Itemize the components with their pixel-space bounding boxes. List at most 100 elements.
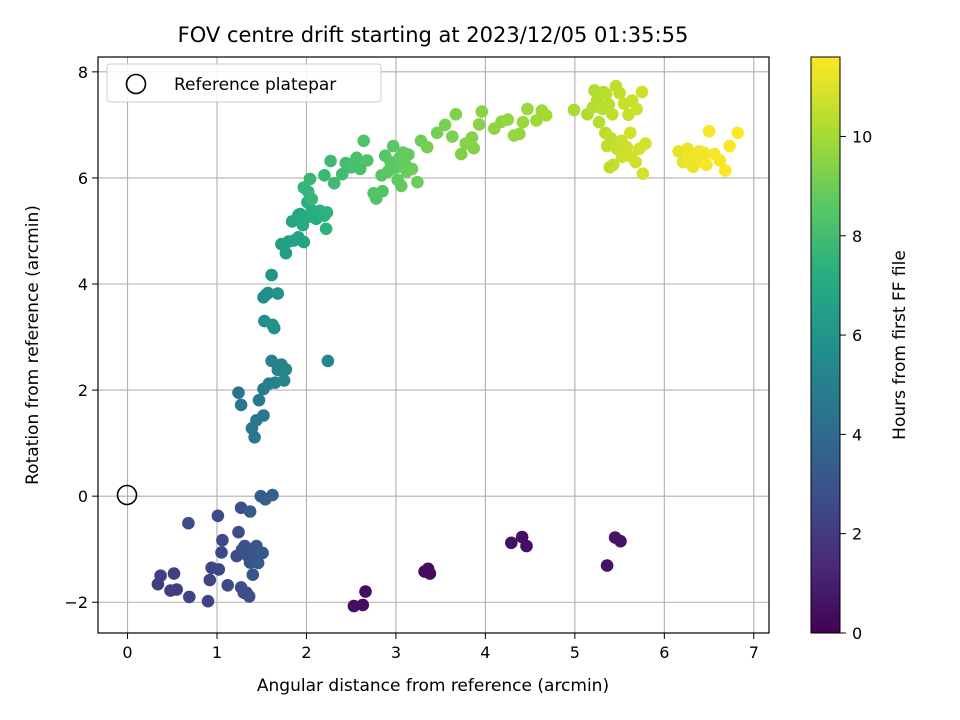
data-point	[520, 539, 533, 553]
data-point	[465, 131, 479, 144]
data-point	[335, 167, 349, 181]
x-axis-label: Angular distance from reference (arcmin)	[257, 676, 609, 696]
data-point	[271, 287, 285, 300]
colorbar-ticks: 0 2 4 6 8 10	[840, 127, 872, 643]
data-point	[530, 114, 543, 127]
colorbar-tick-label: 2	[852, 525, 862, 544]
data-point	[630, 102, 643, 116]
data-point	[252, 393, 266, 407]
data-point	[586, 101, 600, 114]
colorbar-label: Hours from first FF file	[890, 250, 910, 440]
data-point	[266, 488, 279, 502]
data-point	[203, 573, 217, 587]
data-point	[361, 154, 374, 167]
data-point	[391, 173, 405, 187]
colorbar-tick-label: 8	[852, 227, 862, 246]
data-point	[718, 164, 732, 177]
y-axis-label: Rotation from reference (arcmin)	[23, 205, 43, 485]
data-point	[615, 134, 628, 148]
data-point	[438, 118, 452, 132]
data-point	[267, 321, 281, 335]
data-point	[604, 131, 617, 145]
data-point	[539, 109, 553, 122]
data-point	[516, 115, 530, 129]
data-point	[154, 569, 167, 582]
data-point	[170, 583, 183, 596]
data-point	[353, 162, 367, 176]
data-point	[430, 126, 444, 140]
data-point	[614, 534, 627, 548]
y-axis-ticks: −2 0 2 4 6 8	[64, 63, 98, 612]
data-point	[467, 141, 481, 155]
data-point	[446, 130, 459, 143]
data-point	[731, 126, 744, 140]
data-point	[639, 137, 652, 150]
data-point	[603, 161, 616, 174]
data-point	[232, 525, 245, 539]
data-point	[420, 140, 434, 154]
data-point	[324, 154, 337, 168]
data-point	[624, 126, 637, 140]
data-point	[700, 158, 713, 171]
legend-marker	[125, 73, 147, 95]
grid-lines	[98, 57, 769, 633]
legend-label-reference: Reference platepar	[174, 75, 336, 95]
data-point	[606, 108, 619, 121]
data-point	[635, 85, 649, 99]
data-point	[297, 235, 311, 249]
data-point	[702, 125, 716, 138]
data-point	[256, 546, 269, 560]
x-tick-label: 5	[570, 643, 580, 662]
data-point	[396, 146, 410, 159]
y-tick-label: 8	[78, 63, 88, 82]
data-point	[257, 409, 270, 422]
data-point	[246, 568, 260, 581]
data-point	[592, 115, 606, 129]
data-point	[513, 127, 526, 141]
x-axis-ticks: 0 1 2 3 4 5 6 7	[122, 633, 759, 662]
data-point	[321, 354, 335, 368]
data-point	[505, 536, 518, 550]
colorbar-tick-label: 6	[852, 326, 862, 345]
y-tick-label: 6	[78, 169, 88, 188]
data-point	[454, 147, 468, 161]
colorbar-tick-label: 10	[852, 127, 872, 146]
data-point	[356, 598, 370, 612]
legend: Reference platepar	[106, 63, 382, 103]
data-point	[248, 431, 261, 444]
data-points	[151, 79, 744, 613]
data-point	[242, 590, 256, 603]
data-point	[201, 594, 215, 608]
data-point	[599, 87, 613, 101]
data-point	[261, 286, 275, 300]
data-point	[318, 169, 331, 182]
data-point	[376, 184, 389, 198]
data-point	[265, 354, 278, 368]
data-point	[277, 374, 291, 387]
data-point	[216, 533, 229, 547]
x-tick-label: 1	[212, 643, 222, 662]
data-point	[279, 363, 293, 376]
data-point	[629, 155, 642, 169]
y-tick-label: 4	[78, 275, 88, 294]
data-point	[449, 108, 463, 121]
data-point	[636, 167, 650, 180]
data-point	[357, 134, 371, 148]
x-tick-label: 3	[391, 643, 401, 662]
data-point	[243, 505, 257, 518]
data-point	[305, 192, 319, 206]
y-tick-label: −2	[64, 593, 88, 612]
data-point	[211, 509, 225, 523]
colorbar	[810, 56, 841, 634]
data-point	[183, 590, 196, 604]
data-point	[713, 154, 727, 167]
legend-box	[106, 63, 382, 103]
plot-frame	[97, 56, 770, 634]
data-point	[386, 139, 400, 153]
data-point	[212, 563, 226, 576]
data-point	[234, 398, 248, 412]
y-tick-label: 2	[78, 381, 88, 400]
x-tick-label: 4	[480, 643, 490, 662]
data-point	[600, 559, 614, 572]
